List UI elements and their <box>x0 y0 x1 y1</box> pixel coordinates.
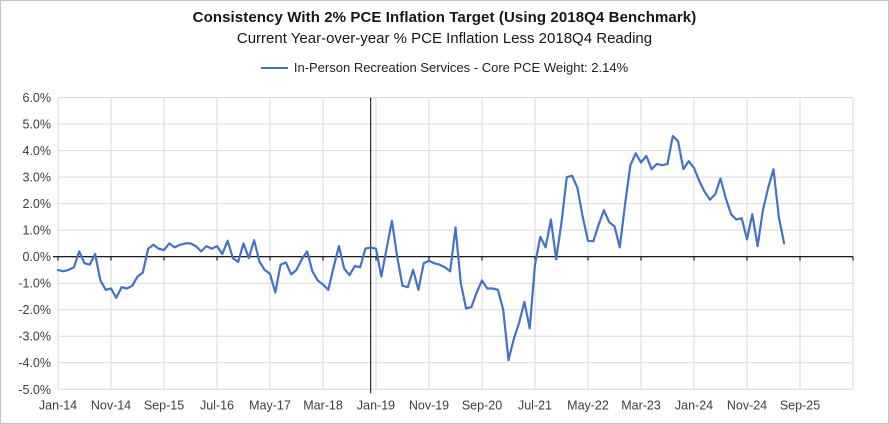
y-tick-label: 6.0% <box>23 91 52 105</box>
y-tick-label: -3.0% <box>18 330 51 344</box>
x-tick-label: Nov-19 <box>409 398 449 412</box>
legend: In-Person Recreation Services - Core PCE… <box>1 60 888 75</box>
chart-title: Consistency With 2% PCE Inflation Target… <box>192 9 697 26</box>
x-tick-label: Sep-20 <box>462 398 502 412</box>
x-tick-label: Nov-24 <box>727 398 767 412</box>
x-tick-label: Sep-15 <box>144 398 184 412</box>
x-tick-label: Jul-16 <box>200 398 234 412</box>
legend-label: In-Person Recreation Services - Core PCE… <box>293 60 629 75</box>
y-tick-label: 0.0% <box>23 250 52 264</box>
chart-subtitle: Current Year-over-year % PCE Inflation L… <box>236 30 653 47</box>
y-tick-label: 4.0% <box>23 144 52 158</box>
y-tick-label: 1.0% <box>23 224 52 238</box>
x-tick-label: Mar-18 <box>303 398 343 412</box>
y-tick-label: 5.0% <box>23 118 52 132</box>
y-tick-label: 2.0% <box>23 197 52 211</box>
x-tick-label: Mar-23 <box>621 398 661 412</box>
x-tick-label: Jan-24 <box>675 398 713 412</box>
x-tick-label: May-22 <box>567 398 609 412</box>
x-gridlines <box>57 97 854 390</box>
y-tick-label: -5.0% <box>18 383 51 397</box>
y-tick-label: 3.0% <box>23 171 52 185</box>
data-line-series <box>56 134 786 362</box>
y-tick-label: -4.0% <box>18 356 51 370</box>
x-tick-label: Jan-14 <box>39 398 77 412</box>
x-tick-label: May-17 <box>249 398 291 412</box>
legend-line-marker <box>260 66 288 69</box>
y-gridlines <box>58 97 853 390</box>
y-tick-labels: 6.0% 5.0% 4.0% 3.0% 2.0% 1.0% 0.0% -1.0% -2.0% -3… <box>18 91 51 397</box>
y-tick-label: -1.0% <box>18 277 51 291</box>
y-tick-label: -2.0% <box>18 303 51 317</box>
x-tick-label: Jan-19 <box>357 398 395 412</box>
x-tick-label: Sep-25 <box>780 398 820 412</box>
x-tick-labels: Jan-14 Nov-14 Sep-15 Jul-16 May-17 Mar-18 Jan-… <box>39 398 820 412</box>
x-tick-label: Jul-21 <box>518 398 552 412</box>
x-tick-label: Nov-14 <box>91 398 131 412</box>
